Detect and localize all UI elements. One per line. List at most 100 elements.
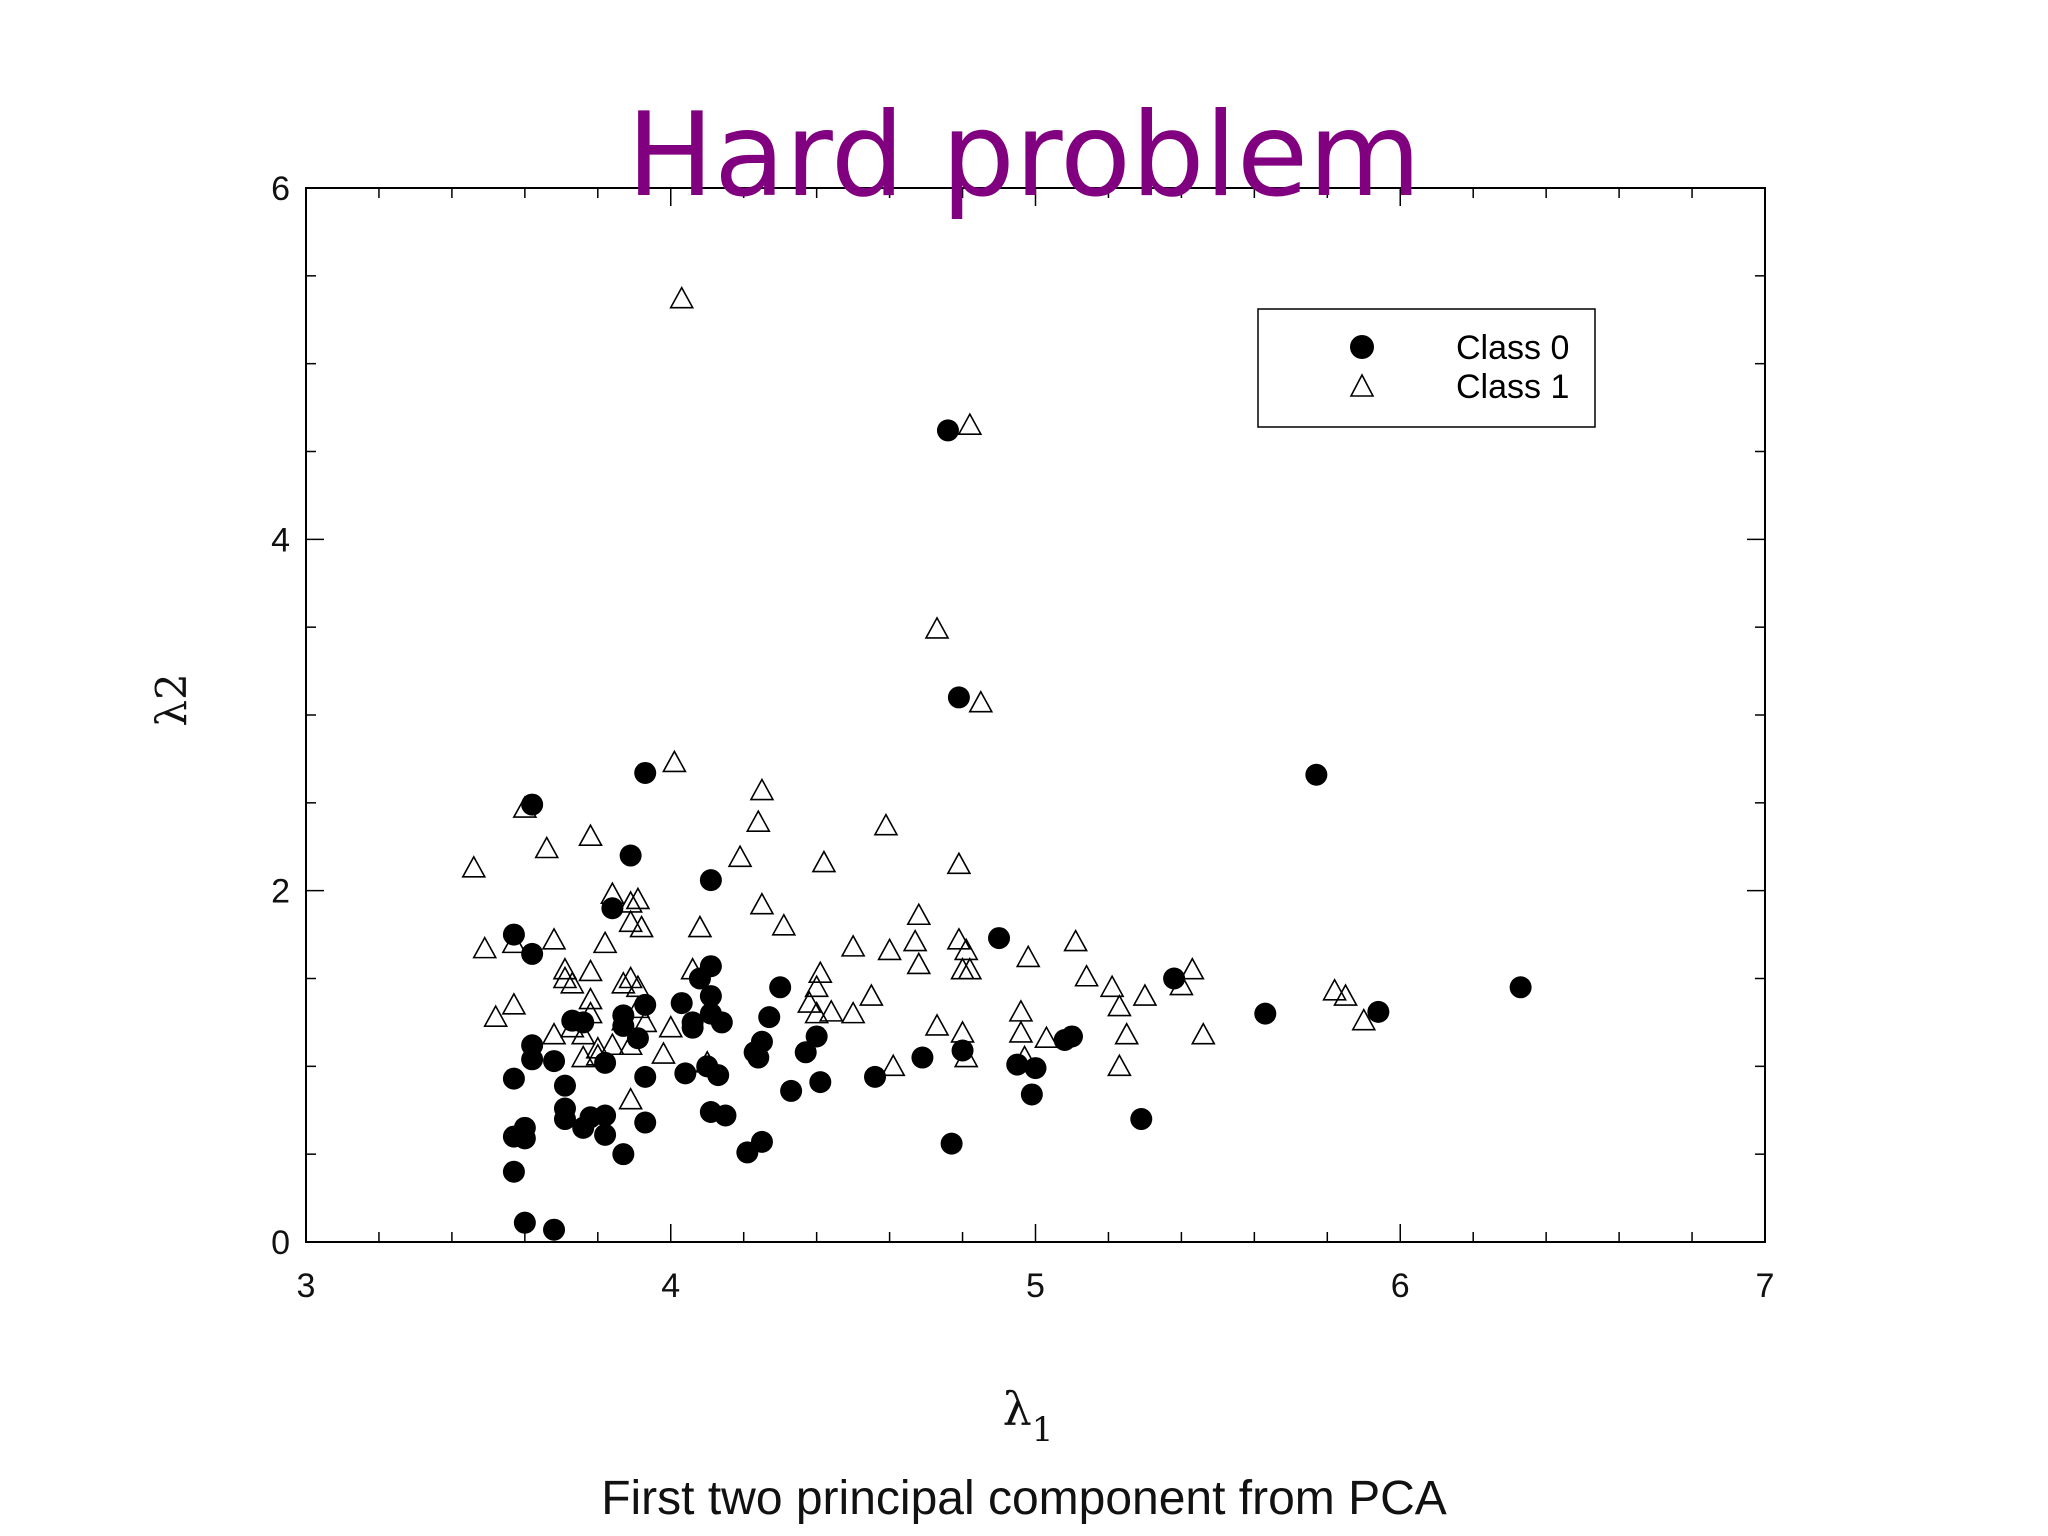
class-1-point: [570, 1044, 596, 1068]
class-0-point: [1367, 1000, 1390, 1023]
class-1-point: [906, 902, 932, 926]
class-1-point: [804, 974, 830, 998]
x-tick-label: 4: [661, 1267, 680, 1305]
legend-box: [1257, 308, 1596, 428]
class-0-point: [601, 897, 624, 920]
class-1-point: [658, 1015, 684, 1038]
class-0-point: [513, 1211, 536, 1234]
class-0-point: [758, 1006, 781, 1029]
class-1-point: [924, 616, 950, 639]
class-1-point: [1074, 964, 1099, 987]
class-1-point: [534, 835, 560, 859]
class-0-point: [750, 1030, 773, 1053]
class-0-point: [634, 993, 657, 1016]
class-1-point: [946, 927, 972, 950]
class-1-point: [1333, 983, 1358, 1006]
class-1-point: [840, 1000, 866, 1024]
class-0-point: [940, 1132, 963, 1155]
class-1-point: [906, 951, 932, 975]
class-0-point: [521, 942, 544, 965]
class-1-point: [946, 851, 972, 875]
legend-marker-class-0: [1350, 335, 1374, 359]
class-1-point: [1063, 928, 1088, 952]
class-1-point: [771, 913, 797, 936]
y-tick-label: 6: [271, 170, 290, 208]
class-0-point: [572, 1011, 595, 1034]
class-1-point: [1107, 1053, 1132, 1077]
class-0-point: [594, 1051, 617, 1074]
class-0-point: [681, 1016, 704, 1039]
class-1-point: [924, 1013, 950, 1036]
x-tick-label: 3: [297, 1267, 316, 1305]
class-1-point: [552, 957, 578, 980]
class-0-point: [634, 1111, 657, 1134]
class-0-point: [594, 1123, 617, 1146]
x-tick-label: 5: [1026, 1267, 1045, 1305]
class-0-point: [699, 955, 722, 978]
class-1-point: [625, 886, 651, 910]
class-1-series: [461, 286, 1377, 1110]
class-0-point: [1305, 763, 1328, 786]
class-1-point: [804, 1000, 830, 1024]
class-0-point: [502, 923, 525, 946]
class-1-point: [687, 914, 713, 938]
class-1-point: [618, 1087, 643, 1110]
class-0-point: [699, 869, 722, 892]
x-tick-label: 6: [1391, 1267, 1410, 1305]
class-1-point: [968, 690, 994, 713]
legend: Class 0 Class 1: [1257, 308, 1596, 428]
class-0-point: [699, 985, 722, 1008]
class-1-point: [1179, 957, 1205, 980]
class-0-point: [769, 976, 792, 999]
y-tick-label: 4: [271, 521, 290, 559]
class-1-point: [1114, 1022, 1140, 1045]
class-1-point: [797, 990, 822, 1013]
class-0-point: [936, 419, 959, 442]
legend-marker-class-1: [1349, 373, 1375, 397]
class-1-point: [902, 928, 928, 952]
class-0-point: [634, 761, 657, 784]
class-0-point: [619, 844, 642, 867]
class-1-point: [811, 849, 837, 873]
class-1-point: [578, 986, 603, 1010]
class-1-point: [749, 777, 775, 801]
class-1-point: [629, 914, 654, 938]
class-0-point: [864, 1065, 887, 1088]
class-0-point: [543, 1050, 566, 1073]
y-axis-label: λ2: [147, 673, 196, 726]
legend-label-class-1: Class 1: [1456, 368, 1569, 406]
class-0-point: [521, 793, 544, 816]
class-1-point: [651, 1041, 676, 1064]
class-0-point: [805, 1025, 828, 1048]
class-0-point: [626, 1027, 649, 1050]
class-1-point: [873, 813, 899, 836]
slide-title: Hard problem: [626, 88, 1422, 223]
class-1-point: [957, 412, 983, 435]
class-1-point: [727, 844, 753, 868]
class-1-point: [472, 935, 498, 959]
class-1-point: [1322, 978, 1347, 1001]
class-1-point: [541, 927, 567, 950]
class-1-point: [618, 965, 643, 989]
class-0-point: [988, 927, 1011, 950]
class-1-point: [501, 992, 527, 1015]
class-1-point: [578, 823, 603, 847]
class-1-point: [1190, 1022, 1216, 1045]
x-axis-label: λ1: [1003, 1382, 1054, 1450]
class-1-point: [745, 809, 771, 832]
class-1-point: [669, 286, 695, 309]
class-1-point: [953, 937, 979, 961]
class-0-point: [1509, 976, 1532, 999]
class-1-point: [818, 999, 844, 1022]
class-1-point: [749, 892, 775, 915]
class-0-point: [809, 1071, 832, 1094]
class-0-point: [947, 686, 970, 709]
class-0-point: [1024, 1057, 1047, 1080]
class-1-point: [1034, 1025, 1059, 1049]
y-tick-label: 0: [271, 1224, 290, 1262]
class-1-point: [461, 855, 487, 878]
class-0-point: [911, 1046, 934, 1069]
y-tick-label: 2: [271, 873, 290, 911]
class-0-point: [1130, 1108, 1153, 1131]
